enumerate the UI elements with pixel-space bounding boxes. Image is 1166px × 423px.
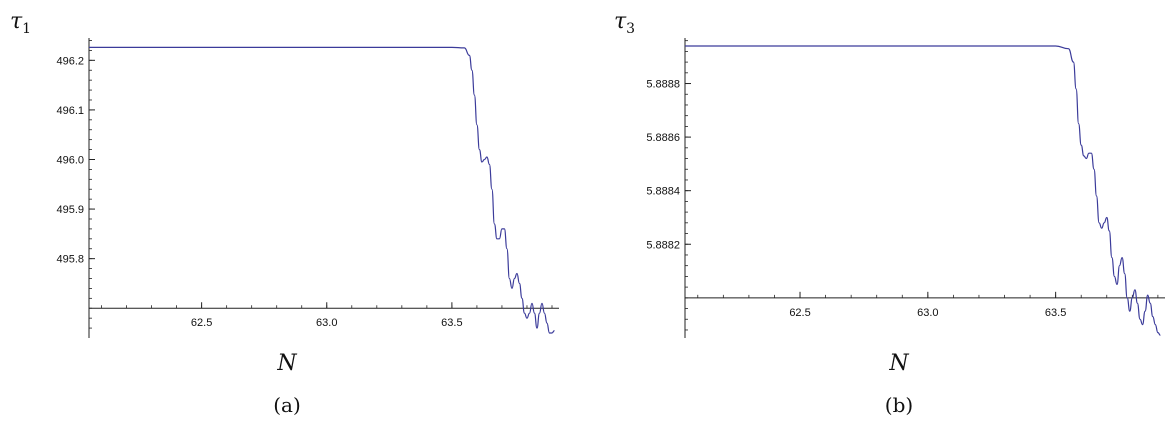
y-axis-subscript: 1 bbox=[22, 21, 31, 37]
x-tick-label: 63.5 bbox=[1045, 307, 1066, 319]
panel-caption: (a) bbox=[273, 393, 301, 417]
chart-panel-b: τ3 N (b) 5.8888 5.8886 5.8884 5.8882 62.5 63.… bbox=[614, 9, 1165, 417]
y-tick-label: 496.0 bbox=[56, 154, 84, 166]
x-tick-label: 63.5 bbox=[441, 317, 462, 329]
y-tick-label: 5.8888 bbox=[646, 79, 680, 91]
y-tick-label: 5.8884 bbox=[646, 186, 680, 198]
x-tick-label: 63.0 bbox=[316, 317, 337, 329]
x-tick-label: 62.5 bbox=[789, 307, 810, 319]
x-tick-label: 63.0 bbox=[917, 307, 938, 319]
y-axis-label: τ3 bbox=[614, 9, 635, 37]
y-tick-label: 496.2 bbox=[56, 55, 84, 67]
y-tick-label: 496.1 bbox=[56, 105, 84, 117]
svg-text:τ1: τ1 bbox=[10, 9, 31, 37]
svg-text:τ3: τ3 bbox=[614, 9, 635, 37]
chart-panel-a: τ1 N (a) 496.2 496.1 496.0 495.9 495.8 62.5 63… bbox=[10, 9, 559, 417]
y-tick-label: 5.8882 bbox=[646, 239, 680, 251]
y-axis-symbol: τ bbox=[10, 9, 23, 34]
panel-caption: (b) bbox=[885, 393, 913, 417]
y-tick-label: 495.8 bbox=[56, 254, 84, 266]
x-axis-label: N bbox=[888, 351, 909, 376]
x-axis-label: N bbox=[276, 351, 297, 376]
y-tick-label: 495.9 bbox=[56, 204, 84, 216]
y-axis-subscript: 3 bbox=[626, 21, 635, 37]
y-tick-label: 5.8886 bbox=[646, 132, 680, 144]
series-line bbox=[685, 45, 1161, 336]
y-axis-label: τ1 bbox=[10, 9, 31, 37]
y-axis-symbol: τ bbox=[614, 9, 627, 34]
x-tick-label: 62.5 bbox=[191, 317, 212, 329]
series-line bbox=[89, 46, 555, 334]
